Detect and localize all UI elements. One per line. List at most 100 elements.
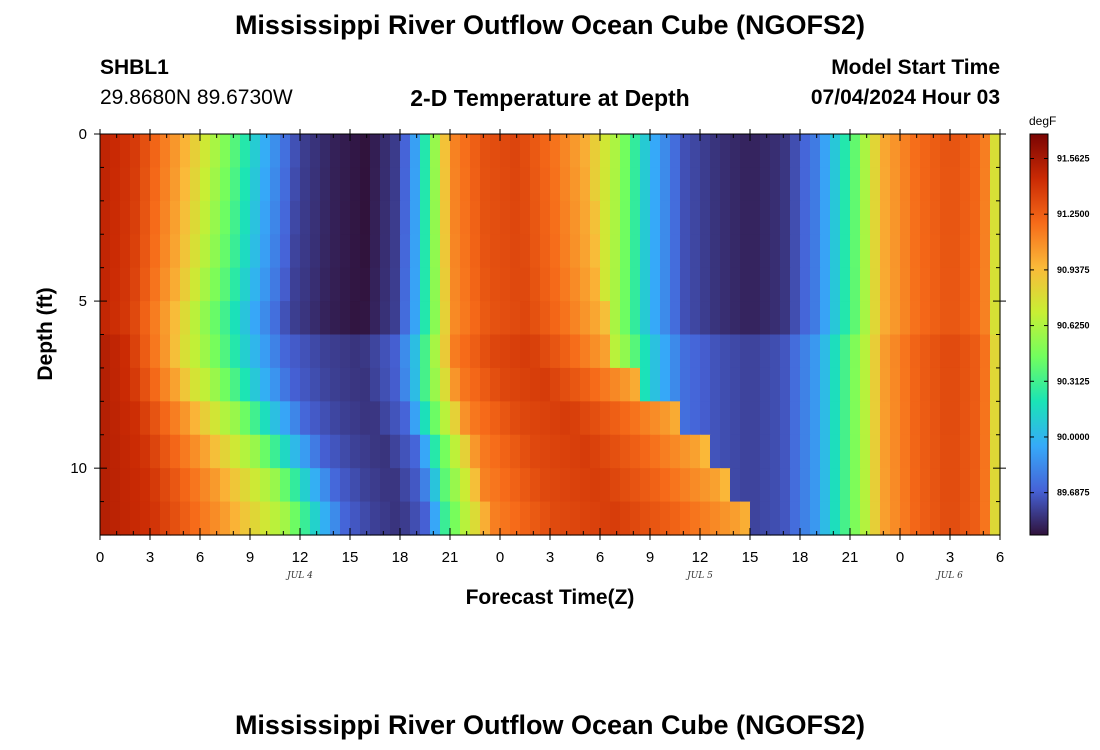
- heatmap-cell: [930, 301, 941, 336]
- heatmap-cell: [450, 234, 461, 269]
- heatmap-cell: [200, 468, 211, 503]
- heatmap-cell: [270, 167, 281, 202]
- heatmap-cell: [470, 234, 481, 269]
- heatmap-cell: [290, 234, 301, 269]
- heatmap-cell: [620, 267, 631, 302]
- heatmap-cell: [530, 234, 541, 269]
- heatmap-cell: [770, 267, 781, 302]
- heatmap-cell: [190, 334, 201, 369]
- heatmap-cell: [690, 234, 701, 269]
- heatmap-cell: [190, 200, 201, 235]
- heatmap-cell: [700, 334, 711, 369]
- heatmap-cell: [500, 134, 511, 169]
- heatmap-cell: [660, 334, 671, 369]
- heatmap-cell: [590, 134, 601, 169]
- heatmap-cell: [840, 367, 851, 402]
- heatmap-cell: [130, 401, 141, 436]
- heatmap-cell: [420, 468, 431, 503]
- heatmap-cell: [860, 134, 871, 169]
- heatmap-cell: [410, 434, 421, 469]
- heatmap-cell: [720, 134, 731, 169]
- heatmap-cell: [620, 167, 631, 202]
- colorbar-tick-label: 89.6875: [1057, 488, 1090, 498]
- heatmap-cell: [530, 267, 541, 302]
- heatmap-cell: [360, 134, 371, 169]
- heatmap-cell: [790, 167, 801, 202]
- heatmap-cell: [870, 434, 881, 469]
- heatmap-cell: [830, 367, 841, 402]
- heatmap-cell: [620, 334, 631, 369]
- heatmap-cell: [480, 501, 491, 536]
- heatmap-cell: [950, 234, 961, 269]
- heatmap-cell: [520, 401, 531, 436]
- heatmap-cell: [260, 301, 271, 336]
- heatmap-cell: [270, 267, 281, 302]
- heatmap-cell: [790, 468, 801, 503]
- heatmap-cell: [260, 200, 271, 235]
- heatmap-cell: [390, 234, 401, 269]
- heatmap-cell: [180, 267, 191, 302]
- heatmap-cell: [980, 301, 991, 336]
- x-tick-label: 3: [946, 549, 954, 566]
- heatmap-cell: [280, 501, 291, 536]
- heatmap-cell: [320, 401, 331, 436]
- heatmap-cell: [640, 134, 651, 169]
- heatmap-cell: [790, 434, 801, 469]
- heatmap-cell: [690, 468, 701, 503]
- heatmap-cell: [330, 301, 341, 336]
- heatmap-cell: [440, 301, 451, 336]
- heatmap-cell: [220, 200, 231, 235]
- heatmap-cell: [690, 134, 701, 169]
- heatmap-cell: [300, 501, 311, 536]
- heatmap-cell: [530, 401, 541, 436]
- heatmap-cell: [430, 501, 441, 536]
- heatmap-cell: [940, 367, 951, 402]
- heatmap-cell: [180, 167, 191, 202]
- heatmap-cell: [940, 468, 951, 503]
- heatmap-cell: [530, 301, 541, 336]
- heatmap-cell: [750, 134, 761, 169]
- heatmap-cell: [300, 367, 311, 402]
- heatmap-cell: [100, 468, 111, 503]
- heatmap-cell: [710, 367, 721, 402]
- heatmap-cell: [670, 401, 681, 436]
- heatmap-cell: [390, 134, 401, 169]
- heatmap-cell: [240, 200, 251, 235]
- heatmap-cell: [600, 200, 611, 235]
- heatmap-cell: [760, 367, 771, 402]
- heatmap-cell: [810, 267, 821, 302]
- heatmap-cell: [920, 301, 931, 336]
- heatmap-cell: [340, 134, 351, 169]
- heatmap-cell: [540, 267, 551, 302]
- heatmap-cell: [400, 267, 411, 302]
- heatmap-cell: [860, 200, 871, 235]
- heatmap-cell: [720, 468, 731, 503]
- heatmap-cell: [660, 501, 671, 536]
- heatmap-cell: [840, 200, 851, 235]
- heatmap-cell: [750, 267, 761, 302]
- heatmap-cell: [290, 301, 301, 336]
- heatmap-cell: [170, 334, 181, 369]
- heatmap-cell: [630, 301, 641, 336]
- heatmap-cell: [310, 367, 321, 402]
- heatmap-cell: [380, 468, 391, 503]
- heatmap-cell: [300, 434, 311, 469]
- heatmap-cell: [810, 401, 821, 436]
- heatmap-cell: [390, 167, 401, 202]
- heatmap-cell: [870, 468, 881, 503]
- heatmap-cell: [490, 167, 501, 202]
- heatmap-cell: [400, 501, 411, 536]
- heatmap-cell: [640, 434, 651, 469]
- heatmap-cell: [340, 367, 351, 402]
- heatmap-cell: [430, 234, 441, 269]
- heatmap-cell: [730, 401, 741, 436]
- heatmap-cell: [650, 401, 661, 436]
- heatmap-cell: [110, 468, 121, 503]
- heatmap-cell: [760, 434, 771, 469]
- heatmap-cell: [780, 301, 791, 336]
- heatmap-cells: [100, 134, 1001, 536]
- heatmap-cell: [970, 501, 981, 536]
- heatmap-cell: [980, 267, 991, 302]
- heatmap-cell: [570, 501, 581, 536]
- heatmap-cell: [660, 301, 671, 336]
